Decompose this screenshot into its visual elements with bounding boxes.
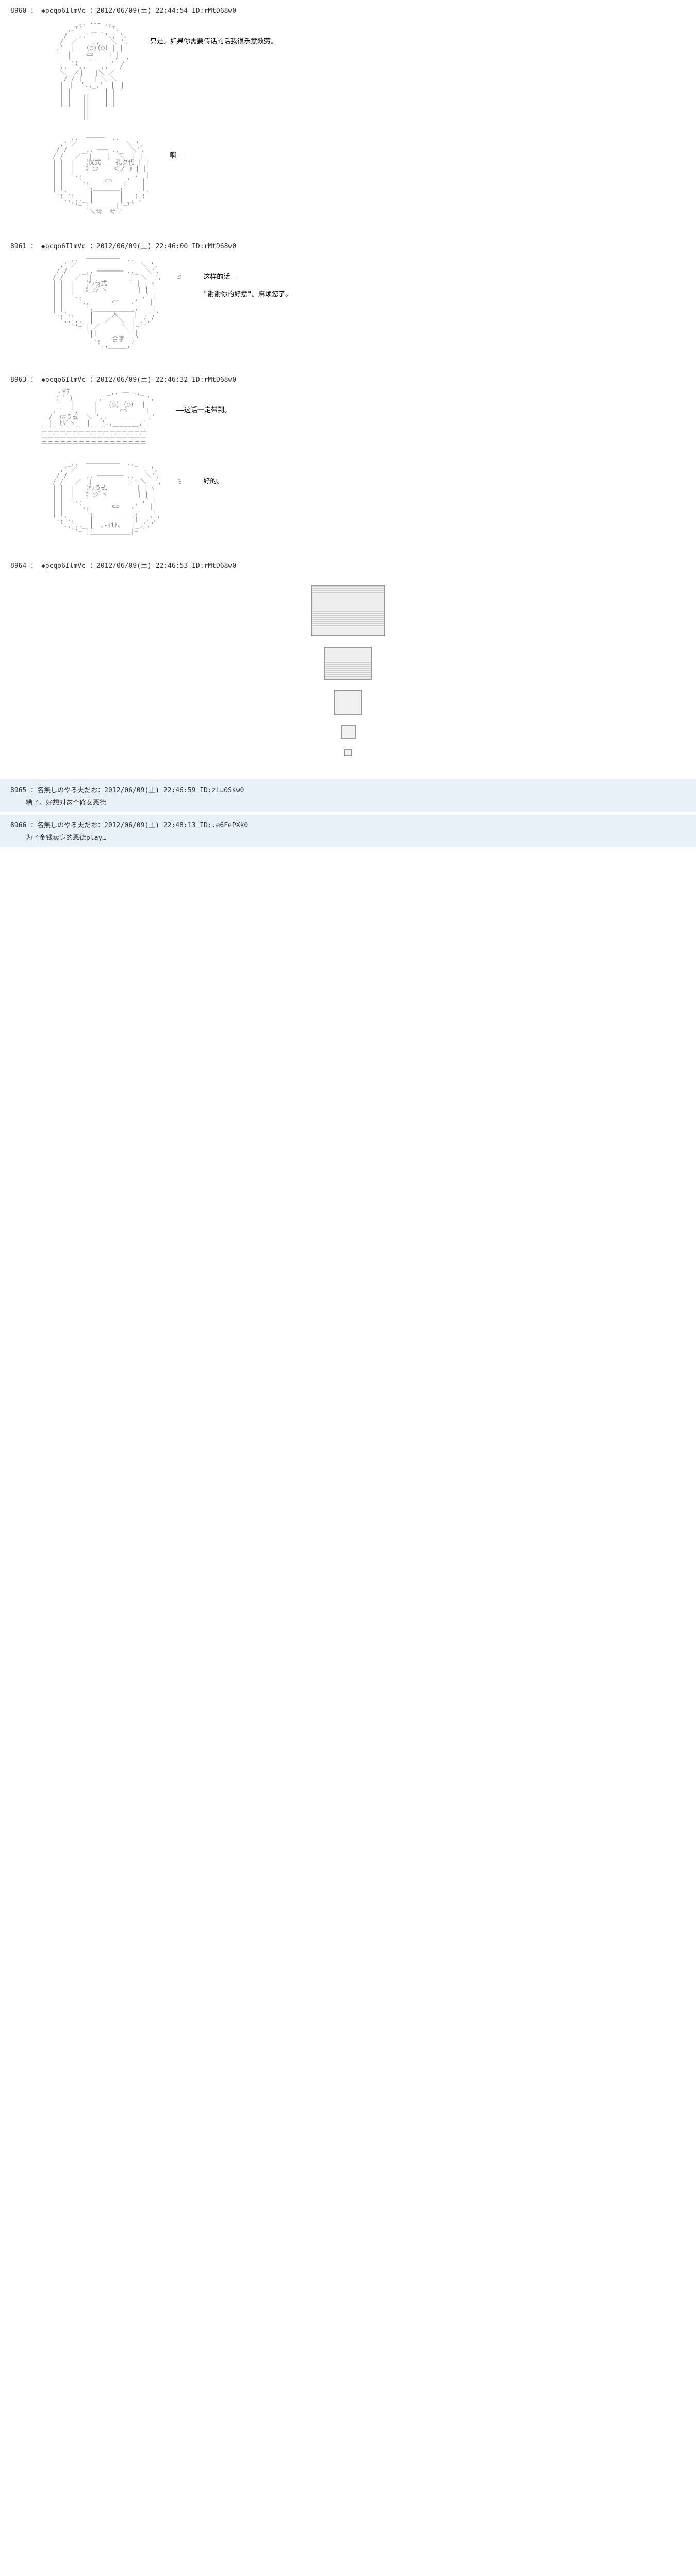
post-8961: 8961 ： ◆pcqo6IlmVc ：2012/06/09(土) 22:46:…	[0, 235, 696, 369]
post-header: 8964 ： ◆pcqo6IlmVc ：2012/06/09(土) 22:46:…	[10, 560, 686, 570]
post-header: 8963 ： ◆pcqo6IlmVc ：2012/06/09(土) 22:46:…	[10, 374, 686, 384]
dialogue-text: 好的。	[203, 476, 306, 485]
dialogue-text: 只是。如果你需要传话的话我很乐意效劳。	[150, 36, 277, 45]
post-panel: _,. ───────── .,_ ,' ／ ＼ ', / / _,. ────…	[10, 460, 686, 534]
post-header: 8961 ： ◆pcqo6IlmVc ：2012/06/09(土) 22:46:…	[10, 241, 686, 250]
dialogue-text: 啊——	[170, 150, 273, 160]
reply-text: 糟了。好想对这个修女恶德	[26, 797, 686, 807]
post-panel: _,. --- .,_ ,.'´ _ `'. / ,.'´ `'., '. / …	[10, 20, 686, 119]
post-panel: _,. ───────── .,_ ,' ／ ＼ ', / / _,. ────…	[10, 256, 686, 348]
dialogue-text: ——这话一定带到。	[176, 404, 279, 414]
frame-2	[334, 690, 362, 715]
frame-0	[311, 585, 385, 636]
reply-header: 8966 ：名無しのやる夫だお：2012/06/09(土) 22:48:13 I…	[10, 820, 686, 829]
post-8964: 8964 ： ◆pcqo6IlmVc ：2012/06/09(土) 22:46:…	[0, 555, 696, 777]
frame-4	[344, 749, 352, 756]
reply-post-1: 8966 ：名無しのやる夫だお：2012/06/09(土) 22:48:13 I…	[0, 815, 696, 847]
post-8960: 8960 ： ◆pcqo6IlmVc ：2012/06/09(土) 22:44:…	[0, 0, 696, 235]
transition-frames	[10, 585, 686, 756]
ascii-art: _,. ───── .,_ ,' ／ ＼ ', / / _,. ─── .,_ …	[41, 134, 150, 215]
reply-header: 8965 ：名無しのやる夫だお：2012/06/09(土) 22:46:59 I…	[10, 785, 686, 794]
post-panel: ・Y7 _,. ── .,_ （ ` ） ,' ', | | | (◯) (◯)…	[10, 389, 686, 445]
frame-3	[341, 725, 356, 739]
ascii-art: _,. ───────── .,_ ,' ／ ＼ ', / / _,. ────…	[41, 256, 183, 348]
post-header: 8960 ： ◆pcqo6IlmVc ：2012/06/09(土) 22:44:…	[10, 5, 686, 15]
reply-text: 为了金钱卖身的恶德play…	[26, 832, 686, 842]
ascii-art: _,. ───────── .,_ ,' ／ ＼ ', / / _,. ────…	[41, 460, 183, 534]
reply-post-0: 8965 ：名無しのやる夫だお：2012/06/09(土) 22:46:59 I…	[0, 779, 696, 812]
ascii-art: ・Y7 _,. ── .,_ （ ` ） ,' ', | | | (◯) (◯)…	[41, 389, 155, 445]
frame-1	[324, 647, 372, 680]
post-panel: _,. ───── .,_ ,' ／ ＼ ', / / _,. ─── .,_ …	[10, 134, 686, 215]
dialogue-text: 这样的话—— "谢谢你的好意"。麻烦您了。	[203, 271, 306, 298]
post-8963: 8963 ： ◆pcqo6IlmVc ：2012/06/09(土) 22:46:…	[0, 369, 696, 555]
ascii-art: _,. --- .,_ ,.'´ _ `'. / ,.'´ `'., '. / …	[41, 20, 129, 119]
